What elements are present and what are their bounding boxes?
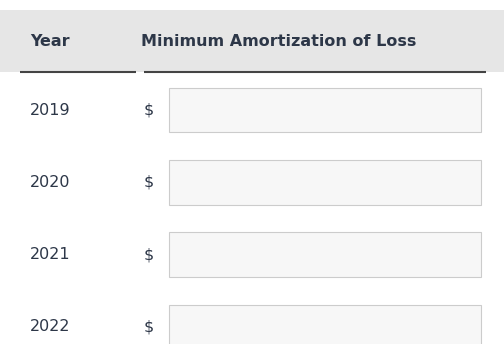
Bar [0, 294, 504, 344]
Bar [169, 160, 481, 205]
Text: $: $ [144, 319, 154, 334]
Bar [0, 222, 504, 287]
Bar [169, 88, 481, 132]
Text: $: $ [144, 103, 154, 118]
Text: 2022: 2022 [30, 319, 71, 334]
Text: $: $ [144, 247, 154, 262]
Text: Year: Year [30, 34, 70, 49]
Text: 2021: 2021 [30, 247, 71, 262]
Text: 2019: 2019 [30, 103, 71, 118]
Bar [169, 304, 481, 344]
Bar [0, 77, 504, 143]
Text: 2020: 2020 [30, 175, 71, 190]
Bar [0, 10, 504, 72]
Text: $: $ [144, 175, 154, 190]
Bar [0, 150, 504, 215]
Text: Minimum Amortization of Loss: Minimum Amortization of Loss [141, 34, 416, 49]
Bar [169, 232, 481, 277]
